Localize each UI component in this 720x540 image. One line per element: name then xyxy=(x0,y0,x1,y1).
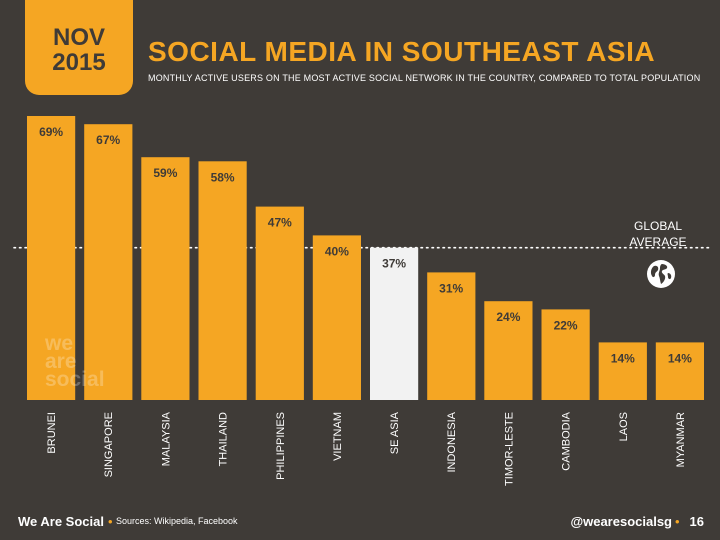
bar xyxy=(598,342,647,400)
footer-separator-icon: • xyxy=(675,514,680,529)
category-label: PHILIPPINES xyxy=(275,412,287,480)
bar xyxy=(141,157,190,400)
bar-value-label: 31% xyxy=(439,281,463,295)
bar xyxy=(541,309,590,400)
bar-value-label: 40% xyxy=(325,244,349,258)
bar xyxy=(84,124,133,400)
category-label: SE ASIA xyxy=(389,411,401,454)
bar-chart: 69% BRUNEI 67% SINGAPORE 59% MALAYSIA 58% THAIL… xyxy=(13,116,713,486)
watermark-line: are xyxy=(45,350,77,373)
bar xyxy=(484,301,533,400)
bar-value-label: 22% xyxy=(554,318,578,332)
category-label: THAILAND xyxy=(218,412,230,466)
watermark-logo: we are social xyxy=(45,332,105,391)
page-title: SOCIAL MEDIA IN SOUTHEAST ASIA xyxy=(148,36,656,67)
bar xyxy=(370,247,419,400)
bar xyxy=(27,116,76,400)
bar-value-label: 69% xyxy=(39,125,63,139)
bar xyxy=(427,272,476,400)
bar-value-label: 14% xyxy=(668,351,692,365)
badge-year: 2015 xyxy=(52,48,106,76)
bar-value-label: 47% xyxy=(268,216,292,230)
bar-value-label: 58% xyxy=(211,170,235,184)
bar xyxy=(198,161,247,400)
footer-separator-icon: • xyxy=(108,514,113,529)
category-label: VIETNAM xyxy=(332,412,344,461)
bar xyxy=(655,342,704,400)
footer: We Are Social • Sources: Wikipedia, Face… xyxy=(0,508,720,540)
watermark-line: we xyxy=(45,332,74,355)
globe-icon xyxy=(647,260,675,288)
bar xyxy=(312,235,361,400)
category-label: CAMBODIA xyxy=(561,411,573,470)
category-label: BRUNEI xyxy=(46,412,58,454)
category-label: LAOS xyxy=(618,412,630,441)
bar-value-label: 14% xyxy=(611,351,635,365)
date-badge: NOV 2015 xyxy=(25,0,133,95)
bar-value-label: 67% xyxy=(96,133,120,147)
category-label: INDONESIA xyxy=(446,411,458,472)
footer-handle: @wearesocialsg xyxy=(570,514,672,529)
global-average-line2: AVERAGE xyxy=(629,235,687,249)
category-label: MALAYSIA xyxy=(160,411,172,466)
category-label: TIMOR-LESTE xyxy=(503,412,515,486)
category-label: MYANMAR xyxy=(675,412,687,467)
bar-value-label: 24% xyxy=(496,310,520,324)
bar-value-label: 37% xyxy=(382,257,406,271)
page-subtitle: MONTHLY ACTIVE USERS ON THE MOST ACTIVE … xyxy=(148,73,701,83)
global-average-line1: GLOBAL xyxy=(633,219,683,233)
watermark-line: social xyxy=(45,368,105,391)
global-average-label: GLOBAL AVERAGE xyxy=(612,218,704,250)
footer-brand: We Are Social xyxy=(18,514,104,529)
footer-sources: Sources: Wikipedia, Facebook xyxy=(116,516,238,526)
bar xyxy=(255,206,304,400)
badge-month: NOV xyxy=(52,23,105,51)
category-label: SINGAPORE xyxy=(103,412,115,477)
bar-value-label: 59% xyxy=(153,166,177,180)
page-number: 16 xyxy=(689,514,704,529)
